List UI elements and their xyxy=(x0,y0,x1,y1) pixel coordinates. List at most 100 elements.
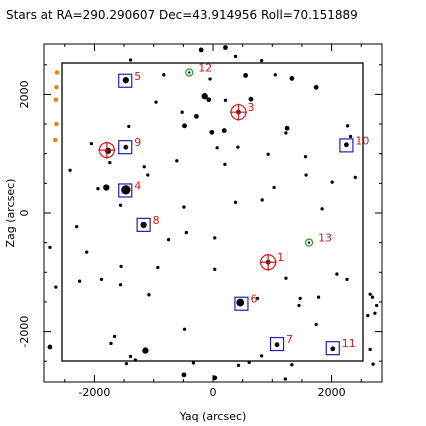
star-point xyxy=(54,285,58,289)
star-point xyxy=(181,372,187,378)
star-point xyxy=(215,146,219,150)
star-point xyxy=(201,93,208,100)
star-point xyxy=(154,100,158,104)
star-point xyxy=(335,272,339,276)
star-point xyxy=(103,184,110,191)
star-point xyxy=(373,311,377,315)
star-point xyxy=(259,58,264,63)
star-point xyxy=(206,97,212,103)
star-point xyxy=(127,124,131,129)
star-point xyxy=(213,267,217,271)
catalog-markers: 5 9 4 8 6 7 11 10 3 1 12 13 xyxy=(98,61,369,356)
star-point xyxy=(345,124,350,128)
star-point xyxy=(119,264,123,269)
star-point xyxy=(47,344,53,350)
star-point xyxy=(366,313,370,318)
bad-star-point xyxy=(54,70,60,75)
star-point xyxy=(198,47,204,53)
acq-star-label: 3 xyxy=(247,101,254,114)
guide-star-box xyxy=(118,73,133,88)
y-tick-label: 2000 xyxy=(18,80,31,108)
guide-star-box xyxy=(339,138,354,153)
star-point xyxy=(289,75,295,81)
star-point xyxy=(85,250,89,254)
star-point xyxy=(259,354,264,358)
fid-light-dot xyxy=(188,71,191,74)
star-point xyxy=(284,131,288,135)
guide-star-label: 7 xyxy=(286,333,293,346)
star-point xyxy=(118,283,123,287)
star-point xyxy=(375,303,379,308)
x-tick-label: 2000 xyxy=(318,386,346,399)
star-point xyxy=(284,125,290,131)
y-axis-label: Zag (arcsec) xyxy=(4,179,17,248)
star-point xyxy=(266,152,270,156)
star-point xyxy=(180,110,184,114)
star-point xyxy=(133,358,137,362)
star-point xyxy=(191,361,196,365)
star-point xyxy=(223,162,227,167)
star-point xyxy=(213,236,217,240)
fid-light-dot xyxy=(307,241,311,244)
star-point xyxy=(208,77,212,81)
star-point xyxy=(368,292,372,296)
star-point xyxy=(345,277,349,282)
guide-star-label: 4 xyxy=(134,179,141,192)
guide-star-label: 6 xyxy=(250,293,257,306)
guide-star-label: 10 xyxy=(355,134,369,147)
star-point xyxy=(370,295,375,299)
star-point xyxy=(175,159,179,163)
star-point xyxy=(142,347,149,354)
tick-labels: -2000 0 2000 -2000 0 2000 xyxy=(18,80,346,399)
star-point xyxy=(77,279,82,283)
fid-light-marker xyxy=(185,68,194,77)
star-point xyxy=(284,276,288,280)
bad-star-point xyxy=(54,84,59,90)
star-point xyxy=(96,187,100,191)
acq-star-label: 1 xyxy=(277,251,284,264)
star-point xyxy=(297,303,301,308)
star-point xyxy=(348,134,353,139)
star-point xyxy=(123,144,129,150)
guide-star-box xyxy=(118,140,133,155)
star-point xyxy=(128,58,133,62)
guide-star-box xyxy=(269,336,285,352)
star-point xyxy=(48,245,52,250)
star-point xyxy=(303,155,308,159)
star-point xyxy=(298,296,302,301)
star-point xyxy=(108,160,112,165)
star-point xyxy=(236,298,245,307)
star-point xyxy=(247,360,251,365)
ccd-boundary-box xyxy=(61,62,364,362)
star-point xyxy=(260,198,264,202)
star-point xyxy=(128,354,133,359)
star-point xyxy=(290,363,294,367)
plot-frame xyxy=(43,43,383,383)
star-point xyxy=(147,293,151,297)
star-point xyxy=(124,361,129,366)
star-point xyxy=(313,84,319,90)
x-tick-label: -2000 xyxy=(78,386,110,399)
star-point xyxy=(236,145,240,149)
star-point xyxy=(146,173,150,177)
star-point xyxy=(223,98,228,102)
star-point xyxy=(233,54,238,59)
star-point xyxy=(255,296,260,301)
y-tick-label: 0 xyxy=(18,210,31,217)
fid-light-label: 12 xyxy=(198,61,212,74)
star-point xyxy=(193,113,199,119)
fid-light-marker xyxy=(304,238,314,247)
star-point xyxy=(330,180,334,184)
star-point xyxy=(221,128,227,133)
star-point xyxy=(314,322,318,327)
star-point xyxy=(243,73,249,78)
star-point xyxy=(109,341,113,346)
star-point xyxy=(166,238,171,242)
bad-star-point xyxy=(54,121,59,127)
star-point xyxy=(89,141,94,146)
bad-star-point xyxy=(53,97,59,103)
star-point xyxy=(248,96,254,102)
x-axis-label: Yaq (arcsec) xyxy=(179,410,247,423)
